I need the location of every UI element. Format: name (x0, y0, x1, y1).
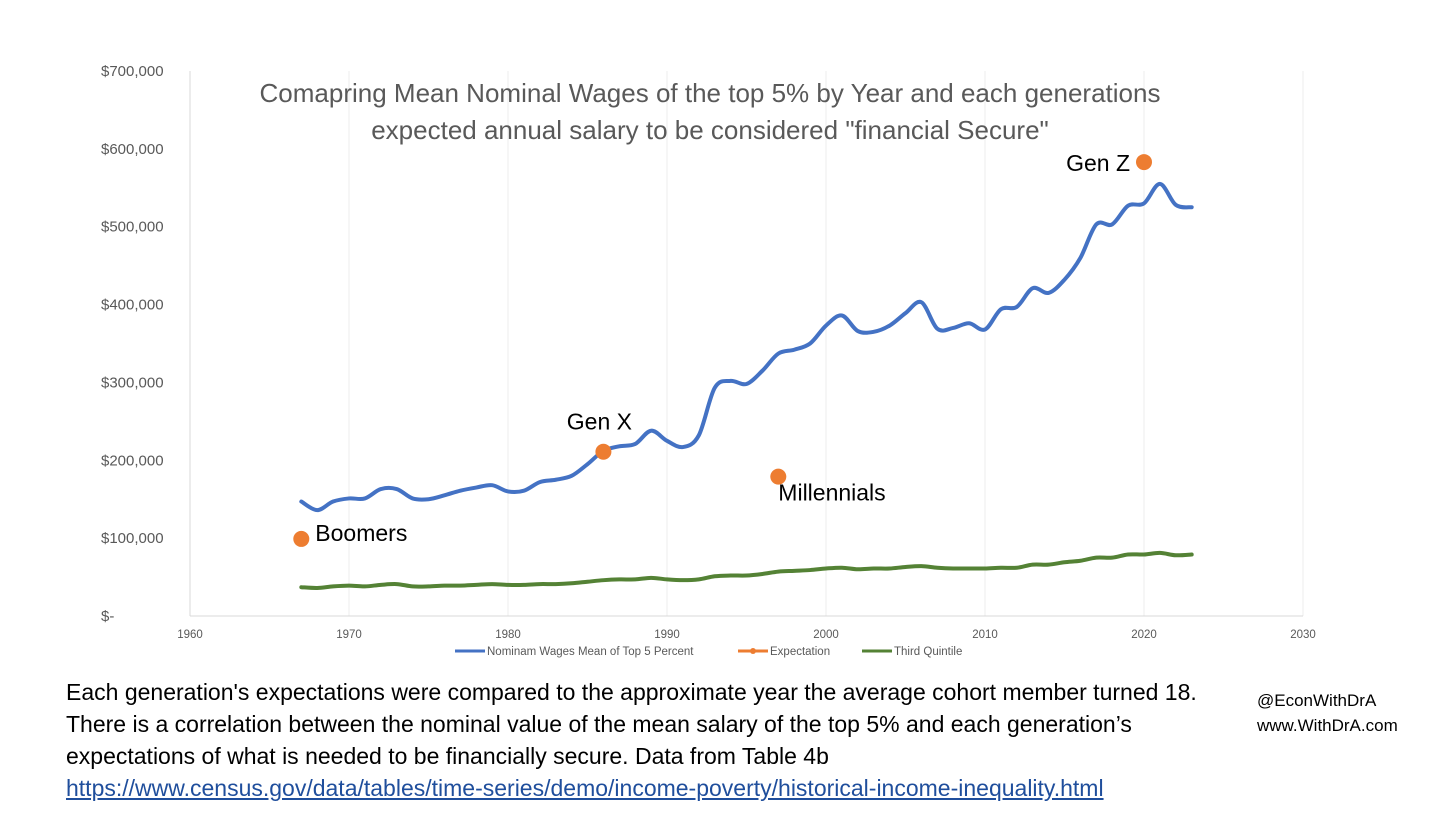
series-line-nominam-wages-mean-of-top-5-percent (299, 181, 1194, 513)
y-tick-label: $300,000 (101, 374, 164, 391)
legend-label: Third Quintile (894, 646, 962, 658)
y-tick-label: $200,000 (101, 452, 164, 469)
point-label: Gen Z (1066, 150, 1130, 176)
x-tick-label: 2000 (813, 629, 839, 641)
x-tick-label: 1960 (177, 629, 203, 641)
gridlines (348, 71, 1304, 616)
y-tick-label: $500,000 (101, 219, 164, 236)
website: www.WithDrA.com (1257, 716, 1398, 735)
point-label: Boomers (315, 520, 407, 546)
x-tick-label: 1980 (495, 629, 521, 641)
x-tick-label: 1970 (336, 629, 362, 641)
caption-text: Each generation's expectations were comp… (66, 679, 1197, 769)
chart: 1960 1970 1980 1990 2000 2010 2020 2030 $- $100,0… (101, 63, 1316, 658)
expectation-point (293, 530, 310, 547)
legend: Nominam Wages Mean of Top 5 Percent Expec… (455, 646, 962, 658)
expectation-point (1136, 154, 1152, 171)
expectation-point (595, 443, 612, 460)
x-tick-label: 2030 (1290, 629, 1316, 641)
legend-label: Expectation (770, 646, 830, 658)
x-tick-label: 2020 (1131, 629, 1157, 641)
point-label: Gen X (567, 409, 632, 435)
series: Boomers Gen X Millennials Gen Z (293, 150, 1194, 590)
series-line-third-quintile (299, 550, 1194, 590)
chart-title-line-1: Comapring Mean Nominal Wages of the top … (260, 78, 1161, 108)
y-tick-label: $100,000 (101, 530, 164, 547)
axes: 1960 1970 1980 1990 2000 2010 2020 2030 $- $100,0… (101, 63, 1316, 641)
x-tick-label: 1990 (654, 629, 680, 641)
source-link[interactable]: https://www.census.gov/data/tables/time-… (66, 775, 1104, 801)
legend-label: Nominam Wages Mean of Top 5 Percent (487, 646, 694, 658)
chart-title-line-2: expected annual salary to be considered … (371, 115, 1049, 145)
expectation-point (770, 468, 787, 485)
credits: @EconWithDrA www.WithDrA.com (1257, 688, 1398, 738)
y-tick-label: $- (101, 608, 114, 625)
y-tick-label: $600,000 (101, 141, 164, 158)
legend-marker (750, 648, 756, 654)
x-tick-label: 2010 (972, 629, 998, 641)
point-label: Millennials (778, 480, 885, 506)
twitter-handle: @EconWithDrA (1257, 691, 1377, 710)
caption: Each generation's expectations were comp… (66, 676, 1226, 804)
y-tick-label: $400,000 (101, 297, 164, 314)
y-tick-label: $700,000 (101, 63, 164, 80)
